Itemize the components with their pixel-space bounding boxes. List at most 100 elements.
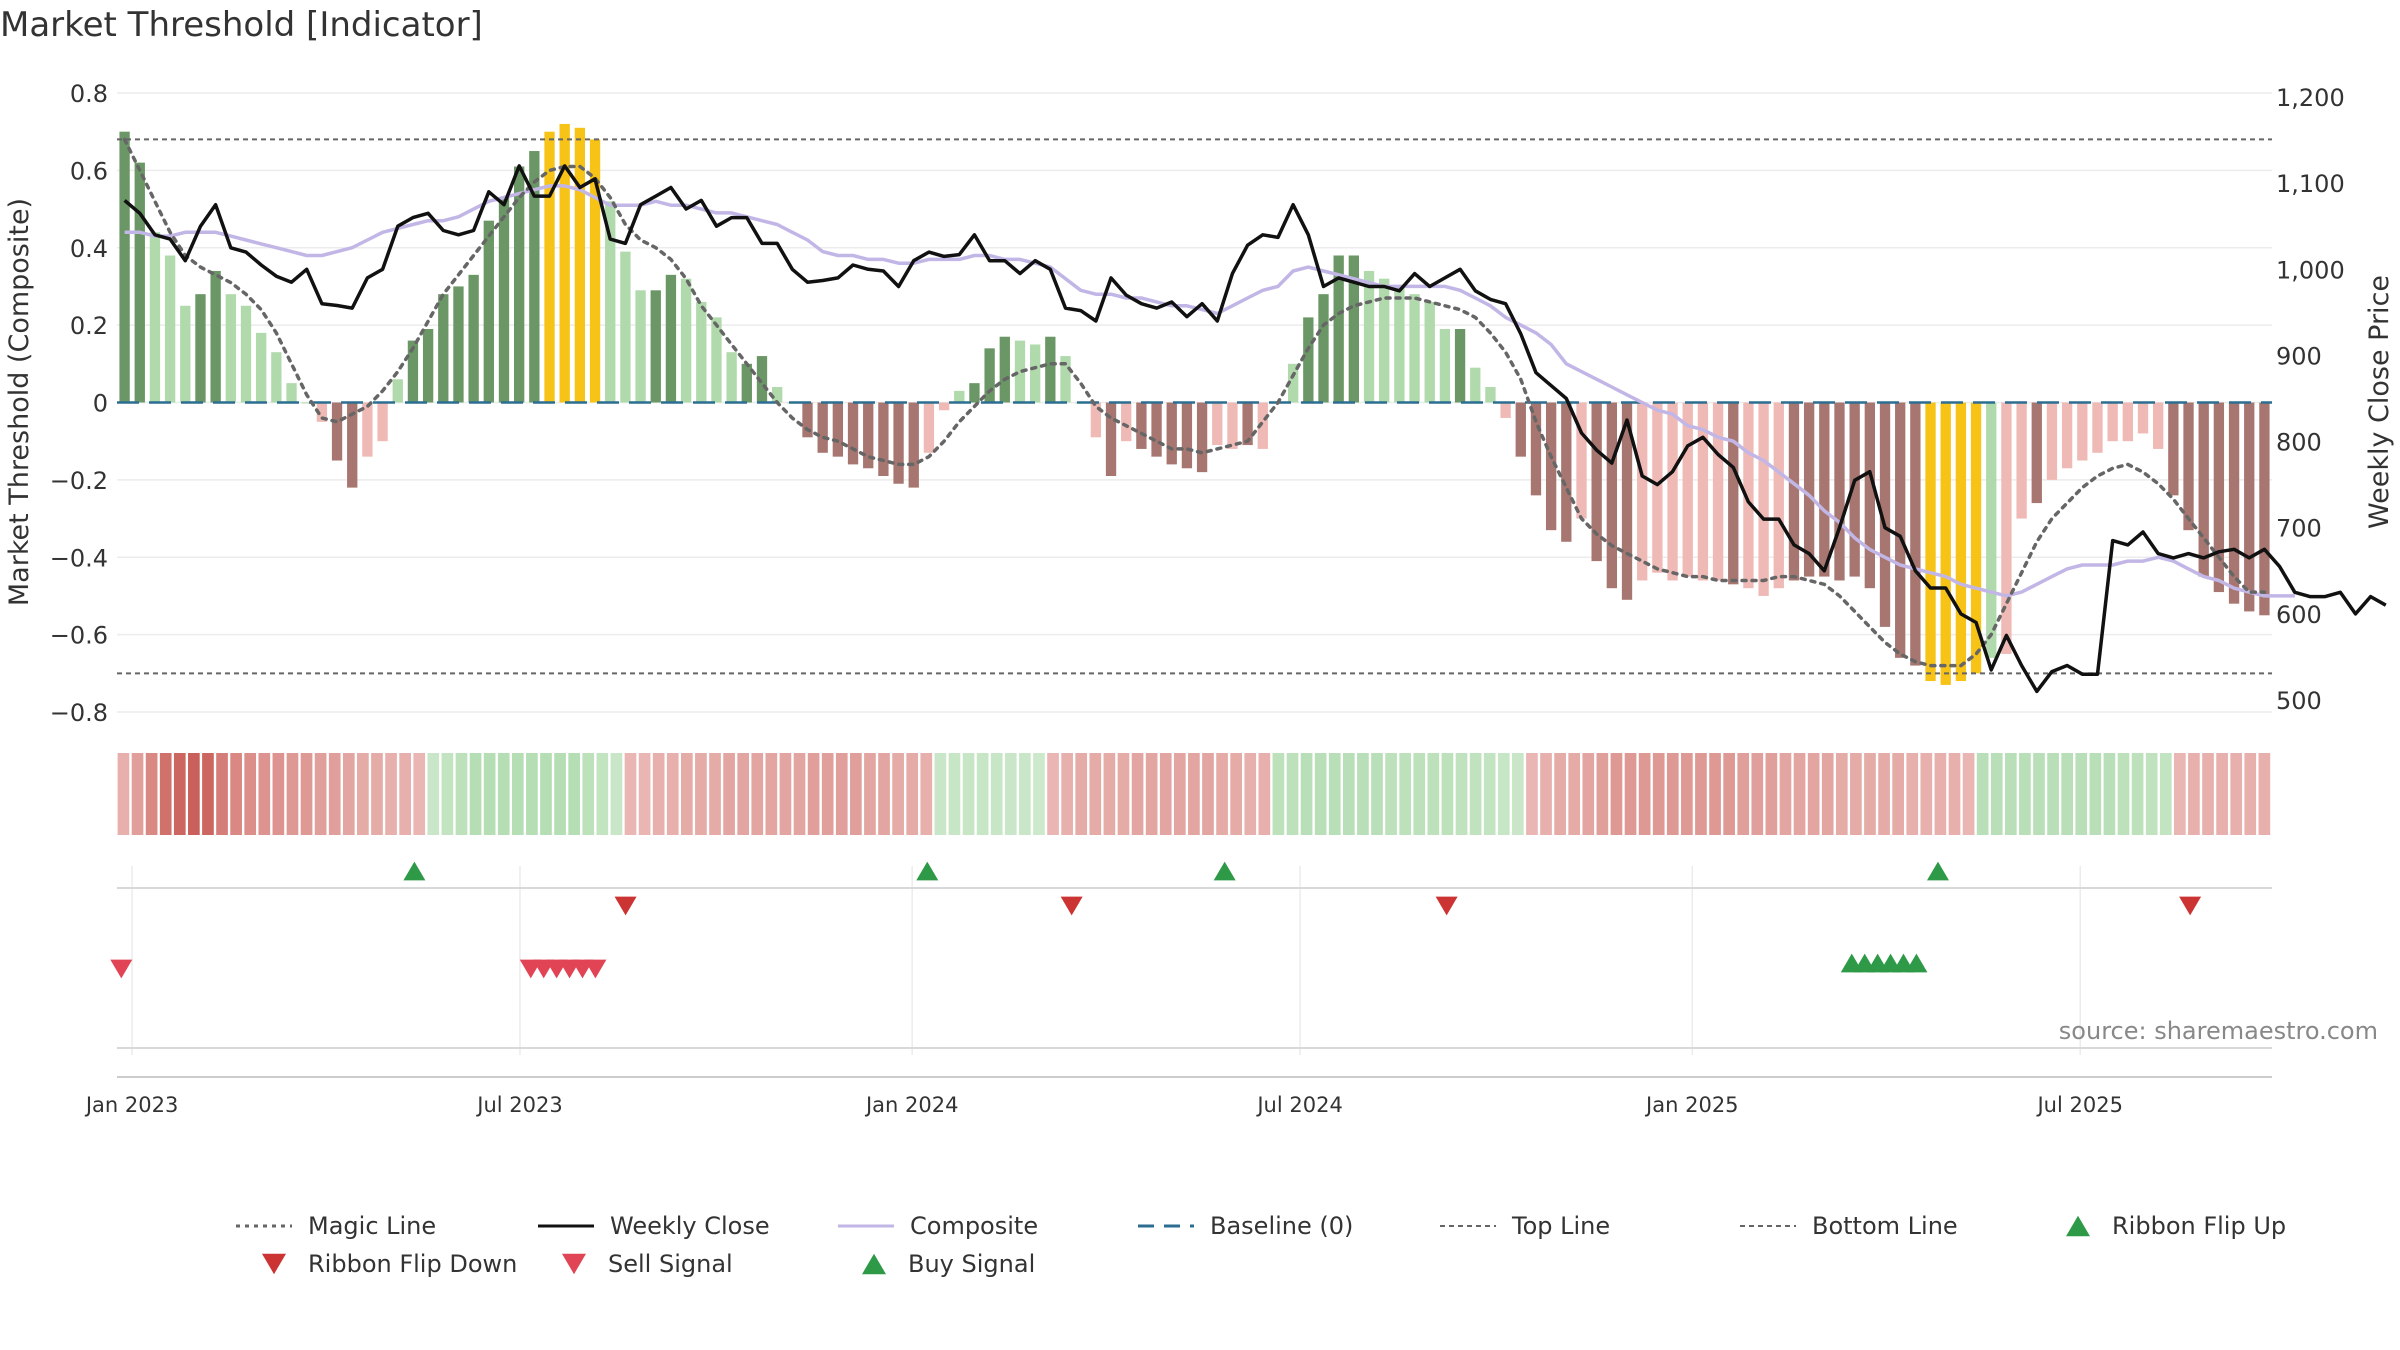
ribbon-segment — [483, 753, 496, 835]
trend-ribbon — [117, 753, 2271, 835]
composite-bar — [1637, 402, 1648, 581]
composite-bar — [817, 402, 828, 453]
ribbon-segment — [1821, 753, 1834, 835]
legend-label: Sell Signal — [608, 1250, 733, 1278]
composite-bar — [1454, 328, 1466, 403]
ribbon-segment — [1202, 753, 1214, 835]
ribbon-segment — [188, 753, 200, 835]
ribbon-segment — [511, 753, 524, 835]
ribbon-flip-down-marker — [2179, 896, 2202, 916]
ribbon-segment — [723, 753, 735, 835]
ribbon-segment — [1540, 753, 1552, 835]
ribbon-segment — [765, 753, 778, 835]
legend-label: Magic Line — [308, 1212, 436, 1240]
composite-bar — [1242, 402, 1253, 446]
legend-item: Bottom Line — [1740, 1212, 1958, 1240]
composite-bar — [1788, 402, 1800, 581]
ribbon-segment — [864, 753, 876, 835]
composite-bar — [847, 402, 859, 465]
ribbon-segment — [1920, 753, 1933, 835]
ribbon-segment — [1976, 753, 1989, 835]
ribbon-segment — [652, 753, 665, 835]
composite-bar — [1196, 402, 1208, 473]
ribbon-segment — [737, 753, 750, 835]
composite-bar — [1576, 402, 1587, 519]
ribbon-segment — [1582, 753, 1595, 835]
ribbon-segment — [1004, 753, 1017, 835]
ribbon-segment — [413, 753, 426, 835]
composite-bar — [1014, 340, 1026, 403]
composite-bar — [1424, 301, 1435, 403]
composite-bar — [1363, 270, 1375, 403]
ribbon-segment — [1047, 753, 1059, 835]
ribbon-flip-down-marker — [1060, 896, 1083, 916]
composite-bar — [938, 402, 950, 411]
composite-bar — [1029, 344, 1041, 403]
ribbon-segment — [1596, 753, 1609, 835]
ribbon-segment — [807, 753, 820, 835]
legend-item: Composite — [838, 1212, 1038, 1240]
ribbon-segment — [1497, 753, 1510, 835]
ribbon-segment — [1948, 753, 1961, 835]
ribbon-segment — [638, 753, 651, 835]
chart-title: Market Threshold [Indicator] — [0, 5, 483, 45]
ribbon-segment — [1469, 753, 1482, 835]
y-tick-label: 0.6 — [70, 157, 108, 185]
composite-bar — [605, 201, 616, 403]
composite-bar — [195, 294, 206, 403]
composite-bar — [1697, 402, 1709, 581]
composite-bar — [1136, 402, 1147, 449]
composite-bar — [680, 278, 692, 403]
ribbon-segment — [1835, 753, 1848, 835]
composite-bar — [832, 402, 844, 457]
ribbon-segment — [1512, 753, 1524, 835]
composite-bars — [119, 123, 2270, 685]
ribbon-segment — [159, 753, 172, 835]
ribbon-segment — [2174, 753, 2186, 835]
composite-bar — [2228, 402, 2240, 604]
legend-item: Buy Signal — [862, 1250, 1035, 1278]
composite-bar — [529, 151, 540, 403]
x-tick-label: Jul 2024 — [1255, 1093, 1342, 1117]
ribbon-segment — [1737, 753, 1750, 835]
ribbon-segment — [2202, 753, 2214, 835]
ribbon-segment — [1371, 753, 1383, 835]
legend-label: Weekly Close — [610, 1212, 770, 1240]
magic-line — [122, 137, 2267, 668]
composite-bar — [347, 402, 358, 488]
composite-bar — [2213, 402, 2225, 593]
x-tick-label: Jan 2024 — [864, 1093, 959, 1117]
composite-bar — [923, 402, 935, 453]
composite-bar — [711, 317, 722, 403]
ribbon-segment — [2075, 753, 2088, 835]
ribbon-segment — [1638, 753, 1651, 835]
composite-bar — [1515, 402, 1526, 457]
ribbon-segment — [2117, 753, 2130, 835]
ribbon-segment — [2103, 753, 2116, 835]
composite-bar — [362, 402, 373, 457]
ribbon-segment — [1342, 753, 1355, 835]
composite-bar — [1925, 402, 1936, 682]
ribbon-flip-up-marker — [1213, 861, 1236, 881]
composite-bar — [498, 197, 510, 403]
composite-bar — [2092, 402, 2103, 453]
composite-bar — [483, 220, 494, 403]
y-tick-label: 0.8 — [70, 80, 108, 108]
ribbon-segment — [2047, 753, 2059, 835]
composite-bar — [1561, 402, 1572, 542]
ribbon-segment — [173, 753, 186, 835]
composite-bar — [286, 383, 297, 403]
ribbon-segment — [1413, 753, 1426, 835]
ribbon-segment — [2244, 753, 2257, 835]
composite-bar — [1621, 402, 1633, 600]
y-axis-label: Market Threshold (Composite) — [4, 198, 35, 606]
ribbon-segment — [948, 753, 961, 835]
ribbon-segment — [1328, 753, 1341, 835]
composite-bar — [665, 274, 677, 403]
composite-bar — [1986, 402, 1997, 658]
composite-bar — [149, 232, 161, 403]
composite-bar — [954, 390, 965, 403]
legend-marker — [2066, 1215, 2090, 1237]
ribbon-flip-down-marker — [614, 896, 637, 916]
composite-bar — [1728, 402, 1739, 585]
